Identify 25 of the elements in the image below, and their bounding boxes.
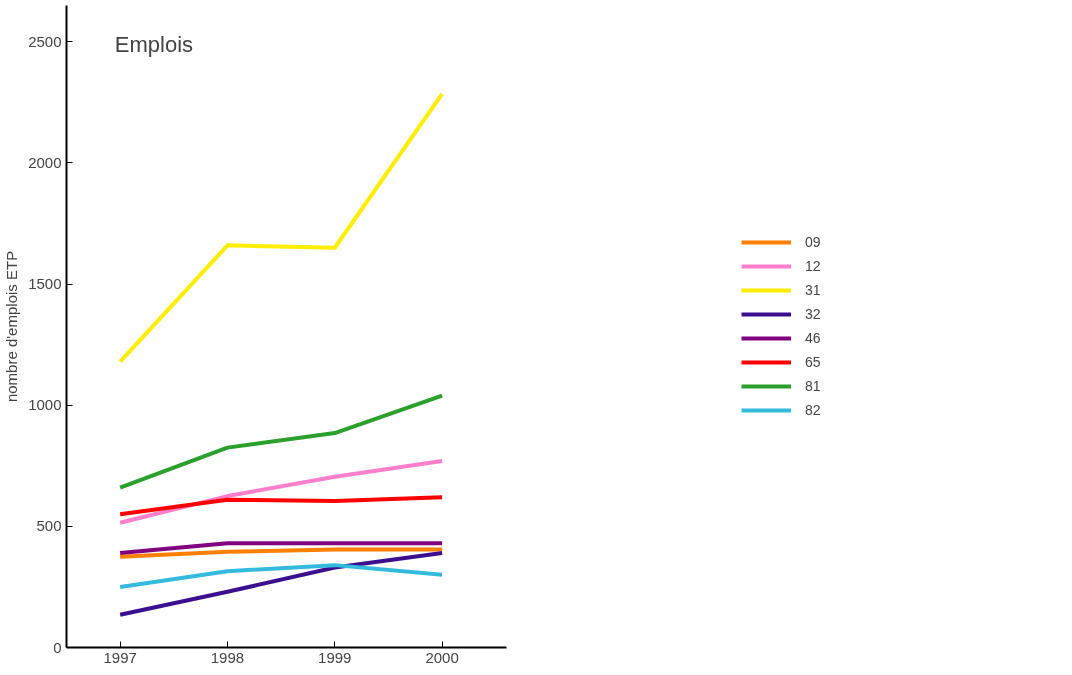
y-tick-label: 0	[53, 638, 62, 656]
legend-label: 09	[805, 234, 822, 250]
legend-label: 12	[805, 258, 822, 274]
line-series	[118, 91, 445, 364]
y-tick-label: 2500	[28, 32, 62, 50]
x-tick-label: 1997	[103, 648, 137, 666]
legend-label: 65	[805, 354, 822, 370]
y-tick-label: 1500	[28, 275, 62, 293]
line-series	[118, 563, 445, 589]
y-tick-label: 1000	[28, 396, 62, 414]
legend-label: 82	[805, 402, 822, 418]
line-series	[118, 393, 445, 490]
legend-label: 32	[805, 306, 822, 322]
x-tick-label: 2000	[425, 648, 459, 666]
y-tick-label: 2000	[28, 153, 62, 171]
legend-label: 81	[805, 378, 822, 394]
line-series	[118, 495, 445, 517]
legend-label: 46	[805, 330, 822, 346]
text: Emplois	[114, 31, 194, 57]
y-axis-title: nombre d'emplois ETP	[3, 250, 21, 403]
y-tick-label: 500	[36, 517, 62, 535]
line-series	[118, 551, 445, 617]
x-tick-label: 1998	[210, 648, 245, 666]
x-tick-label: 1999	[318, 648, 352, 666]
legend-label: 31	[805, 282, 822, 298]
